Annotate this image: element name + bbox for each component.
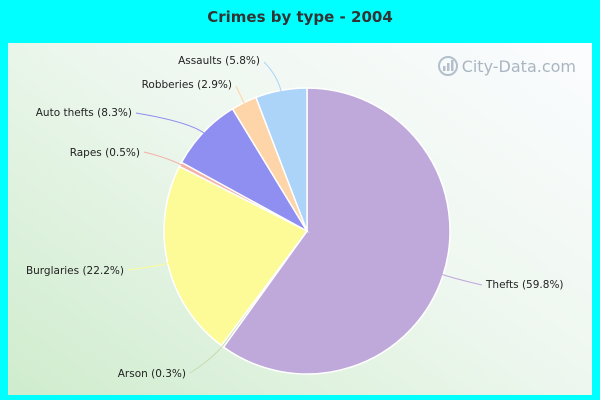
leader-line bbox=[143, 151, 185, 167]
city-data-logo-icon bbox=[437, 56, 458, 76]
watermark-text: City-Data.com bbox=[461, 56, 576, 76]
slice-label: Arson (0.3%) bbox=[118, 368, 186, 380]
leader-line bbox=[235, 85, 247, 107]
slice-label: Burglaries (22.2%) bbox=[26, 265, 124, 277]
slice-label: Robberies (2.9%) bbox=[142, 79, 232, 91]
leader-line bbox=[263, 61, 283, 95]
chart-title: Crimes by type - 2004 bbox=[207, 8, 393, 26]
leader-line bbox=[189, 342, 226, 374]
slice-label: Rapes (0.5%) bbox=[70, 147, 140, 159]
slice-label: Assaults (5.8%) bbox=[178, 55, 260, 67]
leader-line bbox=[127, 262, 172, 271]
watermark: City-Data.com bbox=[437, 56, 576, 76]
leader-line bbox=[135, 112, 207, 136]
slice-label: Auto thefts (8.3%) bbox=[36, 107, 132, 119]
leader-line bbox=[439, 273, 483, 286]
slice-label: Thefts (59.8%) bbox=[485, 279, 564, 291]
